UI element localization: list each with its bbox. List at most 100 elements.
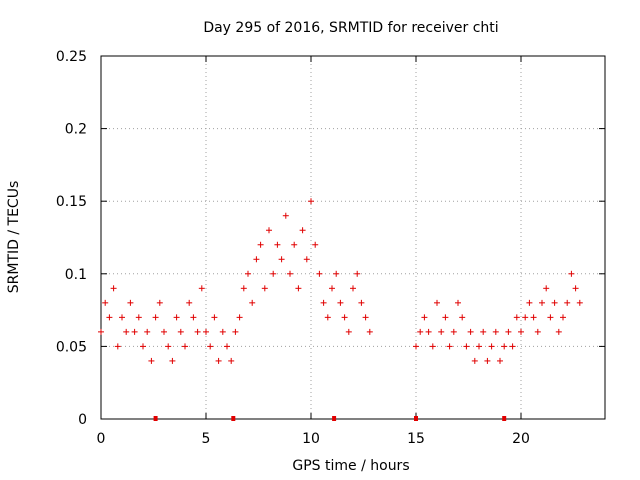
data-point (560, 314, 566, 321)
data-point (98, 328, 104, 335)
data-point (555, 328, 562, 335)
data-point (337, 299, 344, 306)
data-point (488, 343, 495, 350)
x-tick-label: 0 (97, 431, 106, 447)
data-point (576, 299, 583, 306)
data-point (245, 270, 251, 277)
x-tick-label: 20 (512, 431, 530, 447)
data-point (274, 241, 281, 248)
data-point (329, 285, 335, 292)
data-point (568, 270, 575, 277)
data-point (463, 343, 470, 350)
outage-marker (502, 416, 507, 421)
data-point (509, 343, 516, 350)
ticks (100, 55, 605, 420)
data-point (320, 299, 327, 306)
data-point (240, 285, 247, 292)
data-point (123, 328, 130, 335)
data-point (203, 328, 209, 335)
data-point (522, 314, 529, 321)
data-point (224, 343, 230, 350)
data-point (446, 343, 453, 350)
data-point (261, 285, 268, 292)
data-point (350, 285, 356, 292)
chart-title: Day 295 of 2016, SRMTID for receiver cht… (203, 20, 498, 36)
data-point (484, 357, 491, 364)
y-tick-label: 0.2 (65, 122, 87, 138)
data-point (425, 328, 432, 335)
data-point (505, 328, 512, 335)
data-point (501, 343, 508, 350)
data-point (480, 328, 487, 335)
data-point (467, 328, 474, 335)
data-point (102, 299, 109, 306)
data-point (455, 299, 461, 306)
data-point (249, 299, 256, 306)
data-point (354, 270, 361, 277)
data-point (266, 227, 272, 234)
outage-markers (153, 416, 507, 421)
data-point (299, 227, 306, 234)
data-point (177, 328, 184, 335)
data-point (471, 357, 478, 364)
data-point (417, 328, 424, 335)
y-tick-label: 0.1 (65, 267, 87, 283)
points (98, 198, 583, 364)
data-point (526, 299, 533, 306)
data-point (173, 314, 180, 321)
data-point (547, 314, 554, 321)
data-point (539, 299, 545, 306)
x-tick-label: 15 (407, 431, 425, 447)
data-point (236, 314, 243, 321)
data-point (110, 285, 117, 292)
data-point (257, 241, 264, 248)
data-point (148, 357, 155, 364)
data-point (572, 285, 579, 292)
data-point (308, 198, 314, 205)
data-point (140, 343, 146, 350)
data-point (131, 328, 138, 335)
grid (101, 56, 605, 419)
data-point (219, 328, 226, 335)
data-point (476, 343, 482, 350)
data-point (534, 328, 541, 335)
data-point (182, 343, 188, 350)
data-point (106, 314, 113, 321)
data-point (165, 343, 172, 350)
data-point (295, 285, 302, 292)
data-point (282, 212, 289, 219)
data-point (429, 343, 436, 350)
data-point (421, 314, 428, 321)
data-point (438, 328, 445, 335)
data-point (551, 299, 558, 306)
data-point (303, 256, 310, 263)
data-point (169, 357, 176, 364)
data-point (278, 256, 285, 263)
data-point (333, 270, 340, 277)
data-point (152, 314, 159, 321)
data-point (450, 328, 457, 335)
data-point (211, 314, 218, 321)
data-point (543, 285, 550, 292)
data-point (366, 328, 373, 335)
y-tick-label: 0.25 (56, 49, 87, 65)
data-point (194, 328, 201, 335)
outage-marker (153, 416, 158, 421)
data-point (119, 314, 125, 321)
data-point (413, 343, 419, 350)
y-tick-label: 0 (78, 412, 87, 428)
data-point (362, 314, 369, 321)
data-point (497, 357, 503, 364)
y-tick-label: 0.05 (56, 339, 87, 355)
outage-marker (231, 416, 236, 421)
data-point (312, 241, 319, 248)
data-point (291, 241, 298, 248)
data-point (156, 299, 163, 306)
outage-marker (414, 416, 418, 421)
data-point (324, 314, 331, 321)
tick-labels: 0 5 10 15 20 0 0.05 0.1 0.15 0.2 0.25 (56, 49, 530, 447)
data-point (316, 270, 323, 277)
data-point (232, 328, 239, 335)
data-point (114, 343, 121, 350)
